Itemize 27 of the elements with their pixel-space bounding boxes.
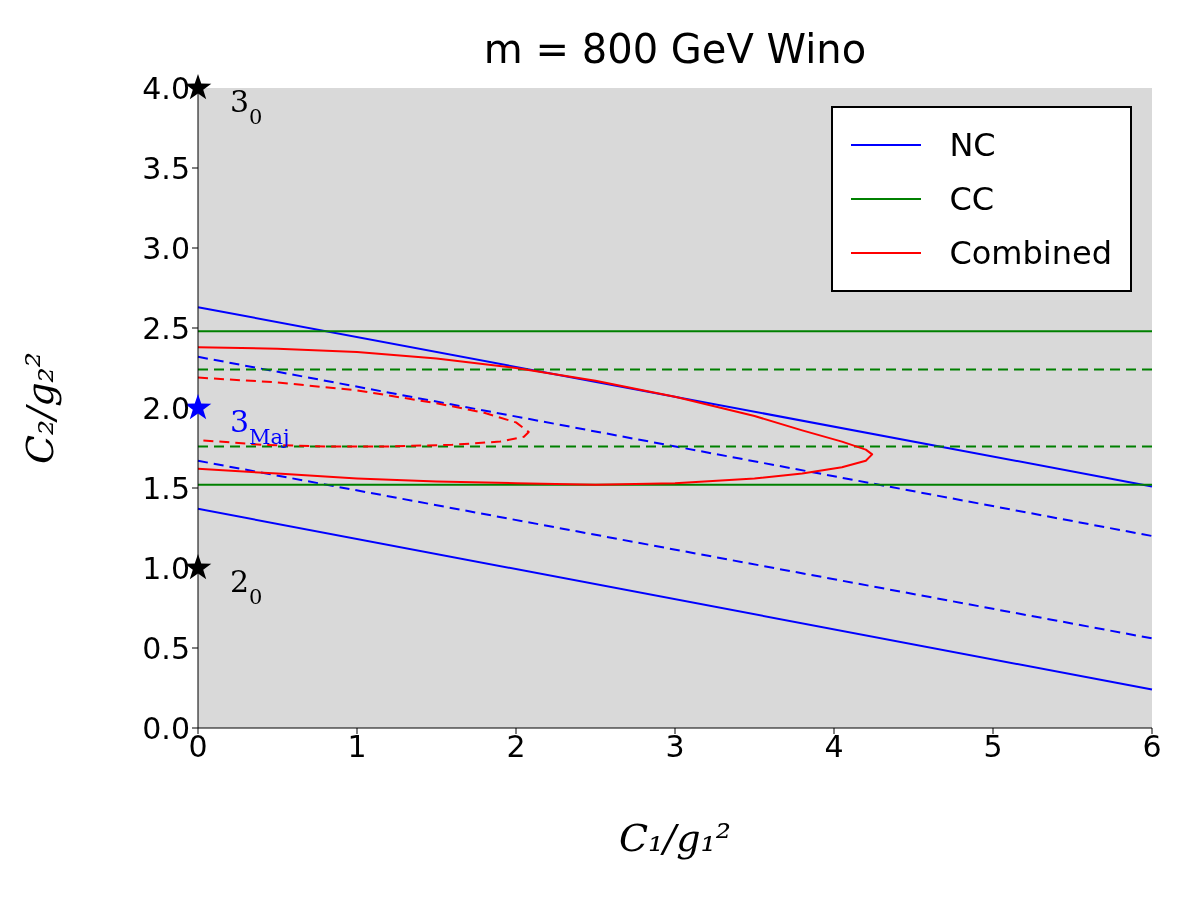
annotation: 3$_{0}$ [230, 84, 263, 129]
line-series [197, 346, 874, 486]
x-tick-label: 5 [983, 729, 1003, 765]
y-tick-label: 0.5 [142, 630, 190, 666]
y-tick-label: 4.0 [142, 70, 190, 106]
y-tick-label: 1.0 [142, 550, 190, 586]
annotation: 2$_{0}$ [230, 564, 263, 609]
annotation: 3$_{Maj}$ [230, 404, 290, 449]
y-tick-label: 1.5 [142, 470, 190, 506]
y-tick-label: 3.0 [142, 230, 190, 266]
x-tick-label: 2 [506, 729, 526, 765]
x-tick-label: 3 [665, 729, 685, 765]
legend-label: Combined [949, 234, 1112, 272]
y-tick-label: 0.0 [142, 710, 190, 746]
x-tick-label: 0 [188, 729, 208, 765]
y-tick-label: 2.0 [142, 390, 190, 426]
x-tick-label: 4 [824, 729, 844, 765]
chart-title: m = 800 GeV Wino [482, 26, 868, 72]
legend-label: NC [949, 126, 996, 164]
legend-label: CC [949, 180, 995, 218]
x-axis-title: C₁/g₁² [618, 816, 732, 860]
y-tick-label: 3.5 [142, 150, 190, 186]
y-tick-label: 2.5 [142, 310, 190, 346]
line-series [197, 376, 530, 448]
x-tick-label: 1 [347, 729, 367, 765]
x-tick-label: 6 [1142, 729, 1162, 765]
y-axis-title: C₂/g₂² [18, 351, 63, 466]
